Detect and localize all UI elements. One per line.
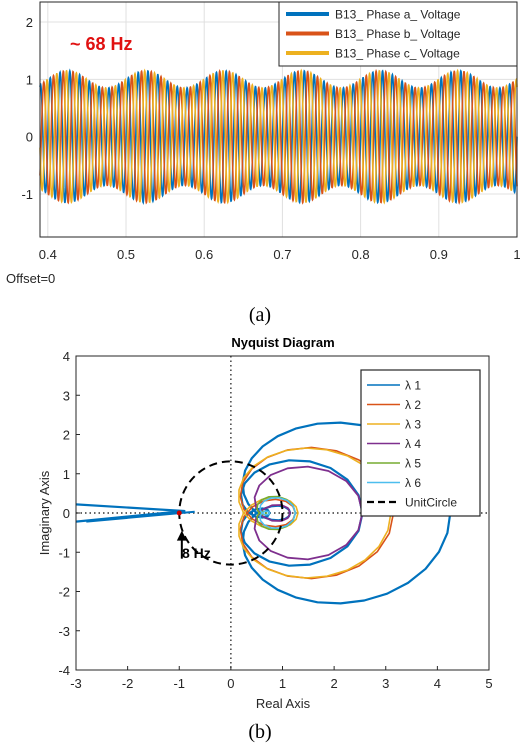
series-line-lambda-4 <box>253 465 364 561</box>
nyquist-chart: Nyquist Diagram -3 -2 -1 0 1 2 3 4 5 -4-3-2-1012… <box>37 335 493 711</box>
x-tick-label: 1 <box>513 247 520 262</box>
y-tick-labels: -4 -3 -2 -1 0 1 2 3 4 <box>58 349 80 678</box>
x-tick-label: 0.4 <box>39 247 57 262</box>
series-lines <box>75 421 452 605</box>
legend-entry: λ 6 <box>405 476 421 490</box>
series-line-phase-c <box>39 68 518 205</box>
x-tick-label: -3 <box>70 676 82 691</box>
series-line-lambda-1-spike <box>75 503 186 523</box>
series-line-lambda-1-spike-2 <box>86 510 195 523</box>
series-line-lambda-6 <box>259 497 297 529</box>
x-tick-label: 0.7 <box>273 247 291 262</box>
legend-entry: B13_ Phase a_ Voltage <box>335 8 461 22</box>
y-tick-label: 4 <box>63 349 70 364</box>
y-tick-label: 2 <box>26 15 33 30</box>
x-tick-label: 0.6 <box>195 247 213 262</box>
x-tick-labels: 0.4 0.5 0.6 0.7 0.8 0.9 1 <box>39 247 520 262</box>
x-tick-label: 2 <box>331 676 338 691</box>
legend-entry: λ 1 <box>405 379 421 393</box>
chart-title: Nyquist Diagram <box>231 335 334 350</box>
series-line-lambda-5 <box>256 495 297 531</box>
legend-entry: λ 5 <box>405 457 421 471</box>
x-tick-label: 0.9 <box>430 247 448 262</box>
legend-entry: λ 4 <box>405 437 421 451</box>
series-line-lambda-3 <box>238 447 392 579</box>
x-tick-labels: -3 -2 -1 0 1 2 3 4 5 <box>70 666 493 691</box>
x-tick-label: 0.5 <box>117 247 135 262</box>
legend-entry: B13_ Phase c_ Voltage <box>335 47 460 61</box>
x-tick-label: 3 <box>382 676 389 691</box>
y-tick-label: -1 <box>21 187 33 202</box>
frequency-annotation: ~ 68 Hz <box>70 34 133 54</box>
x-tick-label: -2 <box>122 676 134 691</box>
y-tick-label: -4 <box>58 663 70 678</box>
legend-entry: λ 3 <box>405 418 421 432</box>
panel-a-caption: (a) <box>249 304 271 326</box>
series-line-phase-b <box>39 68 518 205</box>
x-tick-label: 5 <box>485 676 492 691</box>
legend: B13_ Phase a_ Voltage B13_ Phase b_ Volta… <box>278 1 518 67</box>
annotation-arrow-head <box>176 530 187 541</box>
x-tick-label: -1 <box>173 676 185 691</box>
x-tick-label: 4 <box>434 676 441 691</box>
y-tick-labels: -1 0 1 2 <box>21 15 33 202</box>
offset-note: Offset=0 <box>6 271 55 286</box>
panel-b-caption: (b) <box>248 721 271 743</box>
x-tick-label: 0 <box>227 676 234 691</box>
y-tick-label: -1 <box>58 545 70 560</box>
y-tick-label: -3 <box>58 624 70 639</box>
y-tick-label: 3 <box>63 388 70 403</box>
legend-entry: λ 2 <box>405 398 421 412</box>
x-tick-label: 1 <box>279 676 286 691</box>
x-axis-label: Real Axis <box>256 696 311 711</box>
y-axis-label: Imaginary Axis <box>37 470 52 555</box>
zero-axes <box>76 356 489 670</box>
y-tick-label: 1 <box>63 467 70 482</box>
voltage-chart: 0.4 0.5 0.6 0.7 0.8 0.9 1 -1 0 1 2 ~ 68 Hz B13_ P… <box>6 1 520 286</box>
legend-entry: B13_ Phase b_ Voltage <box>335 27 461 41</box>
x-tick-label: 0.8 <box>352 247 370 262</box>
critical-point-marker <box>176 510 182 516</box>
y-tick-label: 0 <box>26 130 33 145</box>
legend: λ 1 λ 2 λ 3 λ 4 λ 5 λ 6 UnitCircle <box>360 369 481 517</box>
y-tick-label: -2 <box>58 585 70 600</box>
frequency-annotation-group: 8 Hz <box>176 530 211 561</box>
y-tick-label: 1 <box>26 72 33 87</box>
frequency-annotation: 8 Hz <box>182 545 211 561</box>
series-lines <box>39 68 518 205</box>
y-tick-label: 0 <box>63 506 70 521</box>
legend-entry: UnitCircle <box>405 496 457 510</box>
y-tick-label: 2 <box>63 428 70 443</box>
